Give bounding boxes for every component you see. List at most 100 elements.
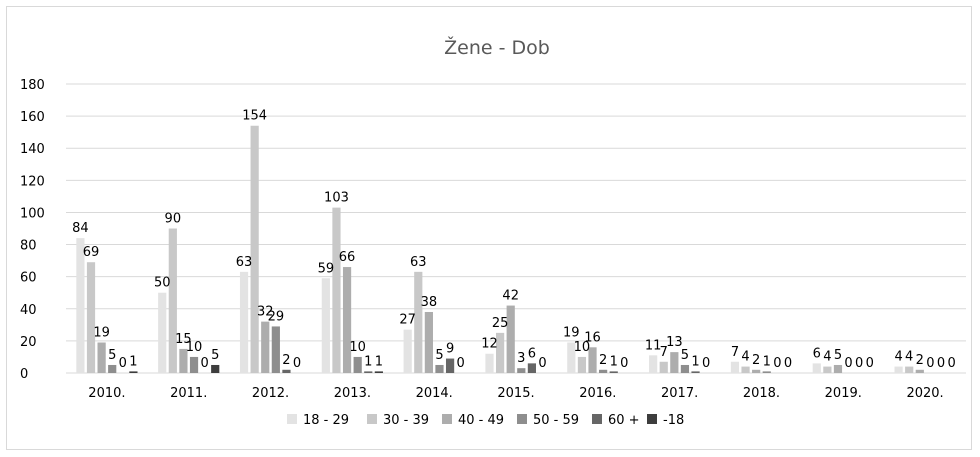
data-label: 42 <box>502 289 519 304</box>
data-label: 9 <box>446 342 454 357</box>
y-tick-label: 160 <box>20 110 45 125</box>
y-axis-ticks: 0 20 40 60 80 100 120 140 160 180 <box>20 78 45 382</box>
gridlines <box>66 83 966 374</box>
bar <box>659 361 668 373</box>
legend-label: 30 - 39 <box>383 413 429 428</box>
bar <box>250 125 259 373</box>
data-label: 38 <box>421 295 438 310</box>
data-label: 13 <box>666 335 683 350</box>
bar <box>833 364 843 373</box>
data-label: 5 <box>435 348 443 363</box>
data-label: 3 <box>517 351 525 366</box>
data-label: 0 <box>293 356 301 371</box>
data-label: 2 <box>282 353 290 368</box>
data-label: 0 <box>773 356 781 371</box>
bar <box>894 366 903 373</box>
data-label: 69 <box>83 245 100 260</box>
bar <box>435 364 444 373</box>
bar <box>342 267 352 373</box>
bar <box>76 238 85 373</box>
data-label: 10 <box>349 340 366 355</box>
bar <box>577 356 587 373</box>
x-tick-label: 2012. <box>252 386 289 401</box>
legend-swatch <box>592 414 602 424</box>
legend-label: 50 - 59 <box>533 413 579 428</box>
data-label: 0 <box>538 356 546 371</box>
data-label: 1 <box>610 354 618 369</box>
data-label: 84 <box>72 221 89 236</box>
bar <box>485 353 494 373</box>
data-label: 1 <box>691 354 699 369</box>
x-tick-label: 2014. <box>416 386 453 401</box>
data-label: 0 <box>926 356 934 371</box>
bar <box>86 262 96 373</box>
y-tick-label: 140 <box>20 142 45 157</box>
bar <box>649 355 658 373</box>
data-label: 0 <box>620 356 628 371</box>
legend-swatch <box>367 414 377 424</box>
bar <box>905 366 914 373</box>
bar <box>680 364 690 373</box>
x-tick-label: 2013. <box>334 386 371 401</box>
bar <box>282 369 291 373</box>
x-tick-label: 2020. <box>906 386 943 401</box>
bar <box>730 361 740 373</box>
bar <box>414 271 423 373</box>
data-label: 4 <box>894 350 902 365</box>
data-label: 5 <box>108 348 116 363</box>
data-label: 29 <box>268 309 285 324</box>
y-tick-label: 120 <box>20 174 45 189</box>
bar <box>609 371 618 373</box>
bar <box>445 358 455 373</box>
data-label: 0 <box>844 356 852 371</box>
data-label: 7 <box>660 345 668 360</box>
bar <box>588 347 597 373</box>
chart-frame <box>6 6 972 450</box>
bar <box>752 369 761 373</box>
legend-label: 40 - 49 <box>458 413 504 428</box>
data-label: 0 <box>702 356 710 371</box>
bar <box>108 364 117 373</box>
data-label: 154 <box>242 109 267 124</box>
data-label: 59 <box>318 261 335 276</box>
data-label: 63 <box>410 255 427 270</box>
data-label: 0 <box>200 356 208 371</box>
bar <box>321 278 330 373</box>
data-label: 12 <box>481 337 498 352</box>
bar <box>332 207 341 373</box>
bar <box>129 371 138 373</box>
data-label: 27 <box>399 313 416 328</box>
bar <box>599 369 608 373</box>
data-label: 16 <box>584 330 601 345</box>
data-label: 25 <box>492 316 509 331</box>
bar <box>261 321 270 373</box>
bar <box>812 363 821 373</box>
bar <box>211 364 220 373</box>
bar <box>97 342 106 373</box>
bar <box>915 369 924 373</box>
data-label: 1 <box>763 354 771 369</box>
data-label: 10 <box>186 340 203 355</box>
data-label: 4 <box>741 350 749 365</box>
data-label: 5 <box>211 348 219 363</box>
bar <box>741 366 750 373</box>
y-tick-label: 0 <box>20 367 28 382</box>
bars <box>76 125 924 373</box>
data-label: 19 <box>563 325 580 340</box>
bar <box>670 352 679 373</box>
bar <box>168 228 177 373</box>
bar <box>762 371 771 373</box>
y-tick-label: 40 <box>20 303 37 318</box>
bar <box>374 371 383 373</box>
legend-label: 60 + <box>608 413 640 428</box>
data-label: 0 <box>119 356 127 371</box>
x-tick-label: 2015. <box>497 386 534 401</box>
data-label: 2 <box>752 353 760 368</box>
data-label: 4 <box>905 350 913 365</box>
legend-swatch <box>517 414 527 424</box>
data-label: 32 <box>257 305 274 320</box>
bar <box>353 356 362 373</box>
chart-title: Žene - Dob <box>444 36 550 59</box>
